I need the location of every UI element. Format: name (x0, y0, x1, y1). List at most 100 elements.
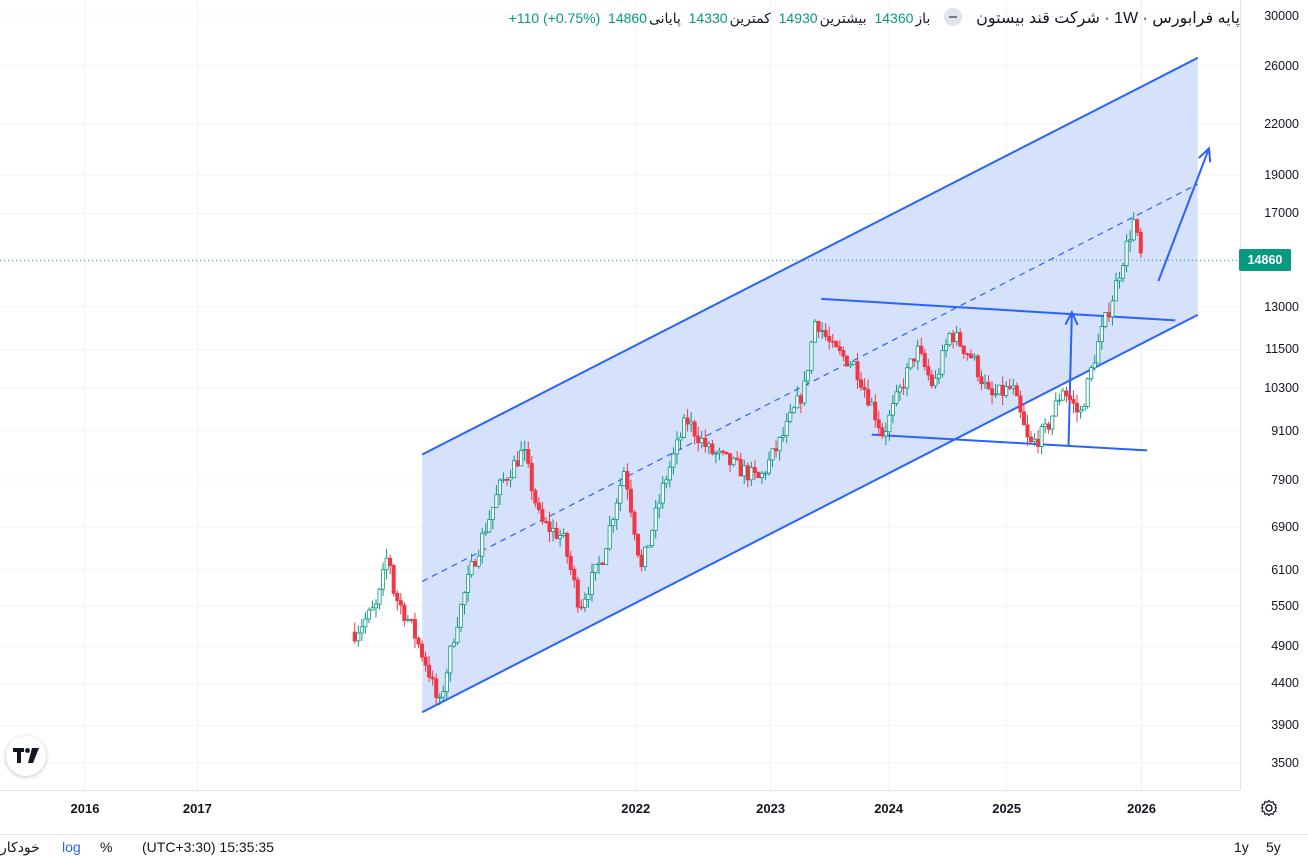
candle-body (788, 412, 793, 422)
candle-body (986, 381, 991, 390)
candle-body (572, 569, 577, 581)
candle-body (837, 346, 842, 351)
candle-body (561, 533, 566, 536)
candle-body (1025, 424, 1030, 438)
candle-body (745, 465, 750, 481)
projection-arrow (1157, 148, 1210, 282)
candle-body (671, 453, 676, 468)
candle-body (476, 555, 481, 567)
candle-body (1011, 385, 1016, 389)
candle-body (724, 451, 729, 455)
candle-body (1099, 326, 1104, 343)
y-tick-label: 3500 (1271, 756, 1299, 770)
candle-body (997, 384, 1002, 395)
change-value: +110 (+0.75%) (508, 10, 601, 26)
candle-body (522, 449, 527, 451)
candle-body (582, 598, 587, 608)
candle-body (462, 592, 467, 606)
candle-body (848, 363, 853, 367)
candle-body (370, 607, 375, 611)
candle-body (774, 448, 779, 452)
candle-body (625, 471, 630, 490)
gear-icon[interactable] (1258, 797, 1280, 819)
price-chart[interactable] (0, 0, 1240, 790)
candle-body (423, 656, 428, 666)
candle-body (975, 355, 980, 378)
candle-body (1089, 367, 1094, 380)
candle-body (1050, 415, 1055, 430)
candle-body (1131, 219, 1136, 241)
candle-body (827, 335, 832, 342)
y-tick-label: 10300 (1264, 380, 1299, 395)
candle-body (374, 603, 379, 609)
candle-body (618, 485, 623, 504)
candle-body (735, 457, 740, 460)
candle-body (1096, 341, 1101, 364)
candle-body (958, 332, 963, 347)
candle-body (579, 606, 584, 609)
candle-body (855, 361, 860, 381)
candle-body (887, 414, 892, 433)
symbol-title[interactable]: پایه فرابورس · 1W · شرکت قند بیستون (976, 10, 1240, 27)
candle-body (664, 479, 669, 484)
candle-body (912, 358, 917, 362)
candle-body (1029, 436, 1034, 442)
candle-body (551, 527, 556, 532)
projection-arrow-head (1198, 146, 1212, 163)
candle-body (933, 377, 938, 387)
candle-body (1110, 300, 1115, 318)
candle-body (657, 502, 662, 509)
candle-body (752, 467, 757, 473)
low-value: 14330 (688, 10, 728, 26)
candle-body (713, 452, 718, 455)
candle-body (1039, 426, 1044, 447)
range-5y-button[interactable]: 5y (1266, 839, 1281, 855)
wedge-bottom-line (871, 433, 1148, 452)
channel-lower-line (421, 313, 1199, 714)
channel-upper-line (421, 56, 1199, 456)
y-tick-label: 4900 (1271, 639, 1299, 653)
candle-body (674, 439, 679, 455)
candle-body (667, 466, 672, 481)
price-axis[interactable]: 30000 26000 22000 19000 17000 13000 11500 10300… (1240, 0, 1308, 790)
candle-body (1046, 423, 1051, 430)
auto-scale-button[interactable]: خودکار (0, 839, 40, 855)
candle-body (480, 532, 485, 557)
candle-body (412, 619, 417, 639)
candle-body (756, 472, 761, 479)
candle-body (494, 494, 499, 508)
tradingview-logo-icon[interactable] (6, 736, 46, 776)
candle-body (501, 478, 506, 481)
candle-body (543, 520, 548, 523)
candle-body (589, 572, 594, 596)
candle-body (926, 366, 931, 376)
candle-body (979, 376, 984, 385)
wedge-top-line (821, 297, 1176, 322)
channel-drawings (421, 56, 1212, 714)
candle-body (639, 554, 644, 568)
candle-body (738, 459, 743, 477)
candle-body (646, 545, 651, 548)
x-tick-label: 2017 (182, 801, 212, 816)
candle-body (515, 460, 520, 467)
x-tick-label: 2022 (621, 801, 651, 816)
candle-body (795, 395, 800, 409)
high-value: 14930 (778, 10, 818, 26)
x-tick-label: 2026 (1127, 801, 1157, 816)
percent-scale-button[interactable]: % (100, 839, 113, 855)
log-scale-button[interactable]: log (62, 839, 81, 855)
time-axis[interactable]: 2016 2017 2022 2023 2024 2025 2026 (0, 790, 1240, 829)
candle-body (451, 642, 456, 647)
candle-body (805, 370, 810, 382)
candle-body (533, 490, 538, 504)
timezone-clock[interactable]: (UTC+3:30) 15:35:35 (142, 839, 274, 855)
candle-body (643, 546, 648, 568)
range-1y-button[interactable]: 1y (1234, 839, 1249, 855)
candle-body (1124, 240, 1129, 267)
candle-body (568, 556, 573, 570)
y-tick-label: 17000 (1264, 206, 1299, 221)
candle-body (469, 561, 474, 576)
x-tick-label: 2023 (756, 801, 786, 816)
minus-icon[interactable] (944, 8, 963, 26)
candle-body (653, 507, 658, 531)
